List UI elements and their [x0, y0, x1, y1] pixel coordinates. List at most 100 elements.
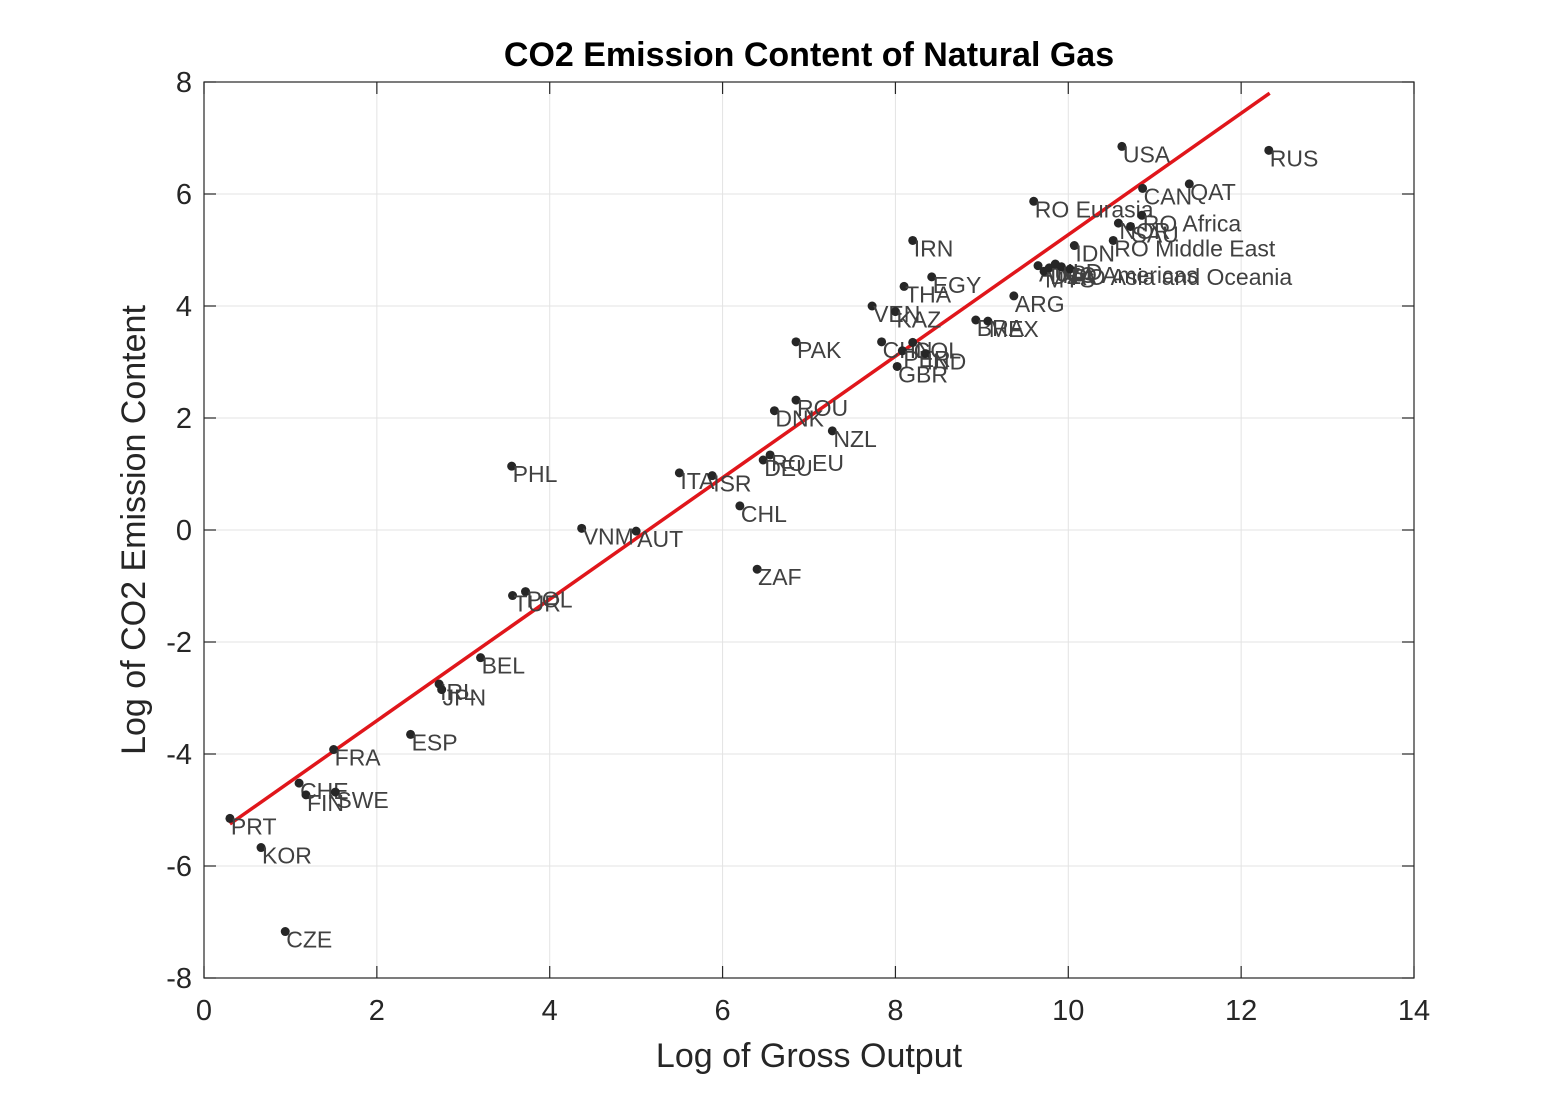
- data-point: [256, 843, 266, 853]
- point-label: IRL: [440, 679, 476, 705]
- data-point: [908, 337, 918, 347]
- point-label: PRT: [231, 813, 277, 839]
- point-label: IND: [927, 349, 967, 375]
- point-label: CHL: [741, 501, 787, 527]
- data-point: [507, 461, 517, 471]
- data-point: [330, 787, 340, 797]
- point-label: IRN: [914, 235, 954, 261]
- x-tick-label: 2: [369, 995, 385, 1027]
- data-point: [1009, 291, 1019, 301]
- data-point: [225, 813, 235, 823]
- point-label: ARG: [1015, 291, 1065, 317]
- point-label: KOR: [262, 843, 312, 869]
- point-label: RO Americas: [1062, 262, 1197, 288]
- point-label: RO Africa: [1143, 210, 1242, 236]
- y-tick-label: -4: [166, 739, 192, 771]
- x-tick-label: 0: [196, 995, 212, 1027]
- data-point: [908, 235, 918, 245]
- point-label: THA: [905, 281, 952, 307]
- y-tick-label: -6: [166, 851, 192, 883]
- point-label: USA: [1123, 141, 1171, 167]
- data-point: [631, 526, 641, 536]
- data-point: [674, 468, 684, 478]
- y-tick-label: 2: [176, 403, 192, 435]
- data-point: [827, 426, 837, 436]
- data-point: [758, 455, 768, 465]
- data-point: [1065, 264, 1075, 274]
- data-point: [329, 745, 339, 755]
- point-label: DNK: [775, 406, 824, 432]
- data-point: [867, 301, 877, 311]
- data-point: [1126, 221, 1136, 231]
- point-label: SWE: [336, 787, 388, 813]
- data-point: [577, 523, 587, 533]
- data-point: [983, 316, 993, 326]
- point-label: VNM: [583, 523, 634, 549]
- x-tick-label: 6: [715, 995, 731, 1027]
- point-label: GBR: [898, 361, 948, 387]
- point-label: FRA: [335, 745, 382, 771]
- data-point: [735, 501, 745, 511]
- data-point: [707, 471, 717, 481]
- data-point: [1108, 235, 1118, 245]
- point-label: ESP: [412, 729, 458, 755]
- point-label: ZAF: [758, 564, 801, 590]
- y-tick-label: 6: [176, 179, 192, 211]
- point-label: COL: [914, 337, 962, 363]
- data-point: [1069, 241, 1079, 251]
- data-point: [892, 361, 902, 371]
- data-point: [927, 272, 937, 282]
- point-label: PAK: [797, 337, 842, 363]
- point-label: BEL: [482, 653, 526, 679]
- y-tick-label: 4: [176, 291, 192, 323]
- point-label: AUT: [637, 526, 683, 552]
- data-point: [508, 591, 518, 601]
- data-point: [294, 778, 304, 788]
- data-point: [877, 337, 887, 347]
- fit-line-group: [228, 91, 1271, 826]
- data-point: [406, 729, 416, 739]
- point-label: NZL: [833, 426, 877, 452]
- point-label: CZE: [286, 927, 332, 953]
- data-point: [1056, 262, 1066, 272]
- y-tick-label: 0: [176, 515, 192, 547]
- data-point: [1033, 261, 1043, 271]
- data-point: [301, 790, 311, 800]
- data-point: [1184, 179, 1194, 189]
- axis-ticks: 0 2 4 6 8 10 12 14 -8 -6 -4 -2 0 2 4 6 8: [166, 67, 1430, 1027]
- data-point: [1264, 145, 1274, 155]
- x-tick-label: 8: [887, 995, 903, 1027]
- data-point: [921, 349, 931, 359]
- data-point: [899, 281, 909, 291]
- point-label: RO Middle East: [1114, 235, 1276, 261]
- point-label: CAN: [1144, 183, 1193, 209]
- data-point: [791, 337, 801, 347]
- point-label: KAZ: [896, 307, 941, 333]
- y-axis-title: Log of CO2 Emission Content: [115, 305, 153, 755]
- x-tick-label: 12: [1225, 995, 1257, 1027]
- point-label: TUR: [514, 591, 561, 617]
- point-label: SAU: [1132, 221, 1179, 247]
- x-axis-title: Log of Gross Output: [656, 1037, 963, 1075]
- point-label: PHL: [513, 461, 558, 487]
- point-label: ISR: [713, 471, 751, 497]
- point-label: RO EU: [771, 450, 844, 476]
- data-point: [1137, 210, 1147, 220]
- point-label: POL: [527, 587, 573, 613]
- data-point: [897, 346, 907, 356]
- point-label: MEX: [989, 316, 1039, 342]
- data-point: [1117, 141, 1127, 151]
- data-point: [280, 927, 290, 937]
- y-tick-label: -2: [166, 627, 192, 659]
- point-label: RUS: [1270, 145, 1319, 171]
- point-label: ITA: [680, 468, 715, 494]
- data-point: [1113, 218, 1123, 228]
- data-point: [1029, 196, 1039, 206]
- point-label: DEU: [764, 455, 813, 481]
- data-point: [437, 685, 447, 695]
- point-label: EGY: [933, 272, 982, 298]
- x-tick-label: 10: [1052, 995, 1084, 1027]
- data-point: [769, 406, 779, 416]
